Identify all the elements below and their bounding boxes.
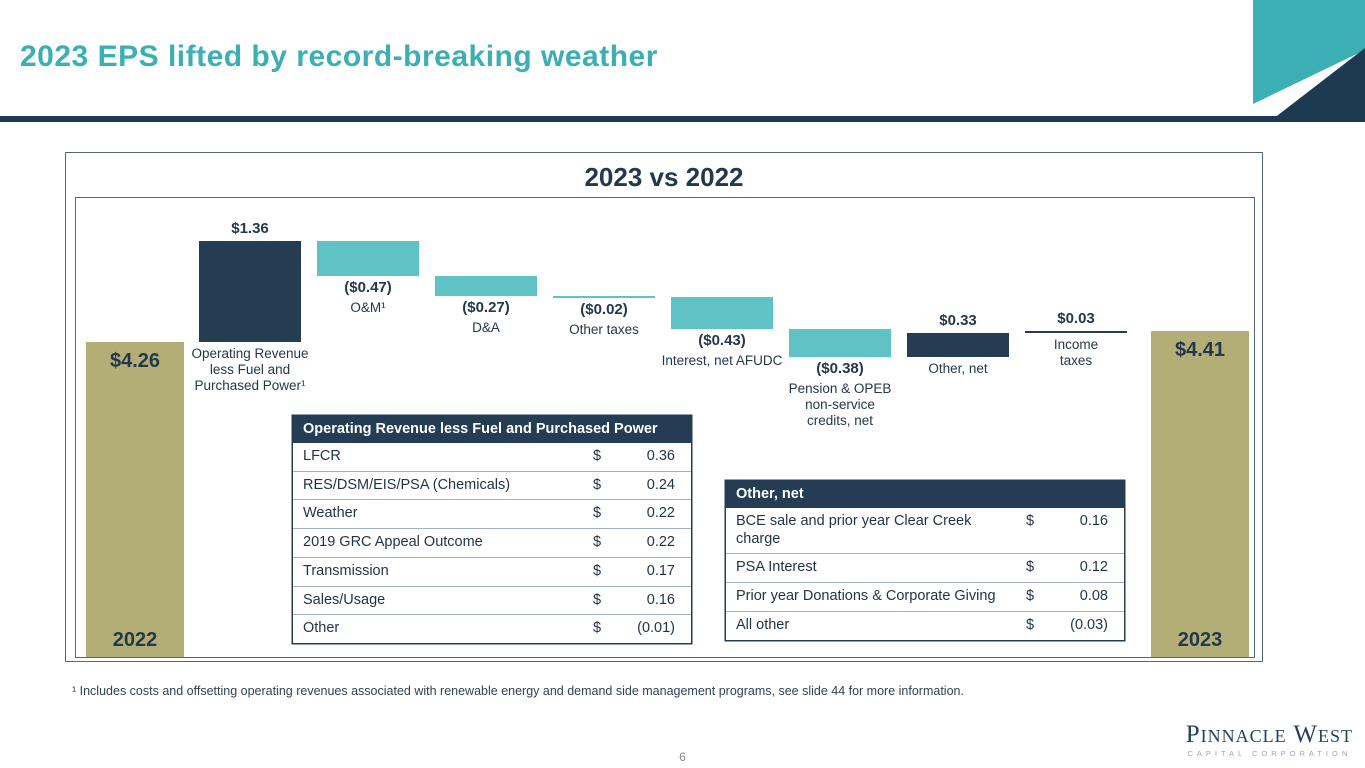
step-value-label: $0.03 [1057,309,1095,327]
row-currency: $ [593,620,602,637]
step-value-label: ($0.43) [698,332,746,350]
bar-step-5 [789,329,891,358]
bar-step-2 [435,275,537,296]
row-label: Prior year Donations & Corporate Giving [736,588,996,605]
row-label: PSA Interest [736,559,817,576]
chart-plot-frame: $4.26 2022 $1.36 Operating Revenue less Fue… [75,197,1255,658]
bar-step-1 [317,241,419,276]
other-net-table-header: Other, net [726,481,1124,509]
row-amount: 0.08 [1079,588,1108,605]
row-amount: 0.16 [1079,513,1108,530]
bar-step-3 [553,295,655,298]
operating-revenue-table-body: LFCR $0.36 RES/DSM/EIS/PSA (Chemicals) $0.2… [293,443,691,643]
bar-2023 [1151,330,1249,657]
step-value-label: ($0.38) [816,360,864,378]
waterfall-plot: $4.26 2022 $1.36 Operating Revenue less Fue… [76,198,1254,657]
header-divider [0,116,1365,122]
row-amount: 0.16 [646,591,675,608]
corner-navy-triangle [1269,48,1365,122]
step-value-label: $0.33 [939,311,977,329]
row-label: RES/DSM/EIS/PSA (Chemicals) [303,476,511,493]
table-row: Sales/Usage $0.16 [293,587,691,616]
row-label: Other [303,620,340,637]
row-label: Transmission [303,562,389,579]
row-label: Weather [303,505,358,522]
row-label: LFCR [303,448,341,465]
table-row: Transmission $0.17 [293,558,691,587]
corner-decoration [1253,0,1365,122]
slide-title: 2023 EPS lifted by record-breaking weath… [20,40,658,73]
row-amount: (0.01) [637,620,675,637]
row-currency: $ [593,562,602,579]
end-value-label: $4.41 [1174,338,1226,361]
bar-2022 [86,341,184,657]
table-row: Prior year Donations & Corporate Giving $… [726,583,1124,612]
row-currency: $ [1026,616,1035,633]
logo-subtitle: CAPITAL CORPORATION [1187,749,1352,758]
row-currency: $ [593,534,602,551]
other-net-table-body: BCE sale and prior year Clear Creek char… [726,508,1124,639]
logo-wordmark: Pinnacle West [1185,721,1353,748]
table-row: Other $ (0.01) [293,615,691,643]
step-category-label: Interest, net AFUDC [661,353,783,369]
step-value-label: ($0.27) [462,298,510,316]
operating-revenue-table-header: Operating Revenue less Fuel and Purchase… [293,416,691,444]
table-row: All other $ (0.03) [726,612,1124,640]
row-label: BCE sale and prior year Clear Creek char… [736,513,972,547]
row-currency: $ [593,448,602,465]
table-row: BCE sale and prior year Clear Creek char… [726,508,1124,555]
bar-step-7 [1025,330,1127,333]
row-label: 2019 GRC Appeal Outcome [303,534,483,551]
end-category-label: 2023 [1177,629,1223,651]
footnote: ¹ Includes costs and offsetting operatin… [72,684,964,698]
table-row: Weather $0.22 [293,500,691,530]
step-category-label: Other taxes [569,321,639,337]
row-currency: $ [593,476,602,493]
row-amount: 0.22 [646,534,675,551]
step-value-label: $1.36 [231,220,269,238]
table-row: 2019 GRC Appeal Outcome $0.22 [293,529,691,558]
row-amount: 0.36 [646,448,675,465]
bar-step-6 [907,332,1009,358]
row-currency: $ [1026,559,1035,576]
row-label: All other [736,616,790,633]
step-category-label: O&M¹ [350,299,386,315]
row-amount: (0.03) [1070,616,1108,633]
row-amount: 0.24 [646,476,675,493]
row-currency: $ [593,505,602,522]
start-category-label: 2022 [112,629,158,651]
row-amount: 0.22 [646,505,675,522]
step-category-label: Pension & OPEB non-service credits, net [788,381,892,429]
page-number: 6 [679,750,686,764]
chart-title: 2023 vs 2022 [584,162,744,192]
step-category-label: D&A [472,319,500,335]
row-currency: $ [1026,588,1035,605]
table-row: PSA Interest $0.12 [726,554,1124,584]
row-amount: 0.17 [646,562,675,579]
corner-teal-triangle [1253,0,1365,104]
step-category-label: Operating Revenue less Fuel and Purchase… [191,345,309,393]
step-category-label: Other, net [928,361,988,377]
bar-step-0 [199,241,301,342]
table-row: LFCR $0.36 [293,443,691,472]
bar-step-4 [671,297,773,330]
table-row: RES/DSM/EIS/PSA (Chemicals) $0.24 [293,472,691,501]
step-category-label: Income taxes [1053,336,1099,368]
row-currency: $ [1026,513,1035,530]
row-currency: $ [593,591,602,608]
step-value-label: ($0.47) [344,278,392,296]
pinnacle-west-logo: Pinnacle West CAPITAL CORPORATION [1186,722,1353,758]
start-value-label: $4.26 [109,349,161,372]
other-net-table: Other, net BCE sale and prior year Clear… [725,480,1125,641]
row-amount: 0.12 [1079,559,1108,576]
row-label: Sales/Usage [303,591,386,608]
operating-revenue-table: Operating Revenue less Fuel and Purchase… [292,415,692,644]
step-value-label: ($0.02) [580,300,628,318]
